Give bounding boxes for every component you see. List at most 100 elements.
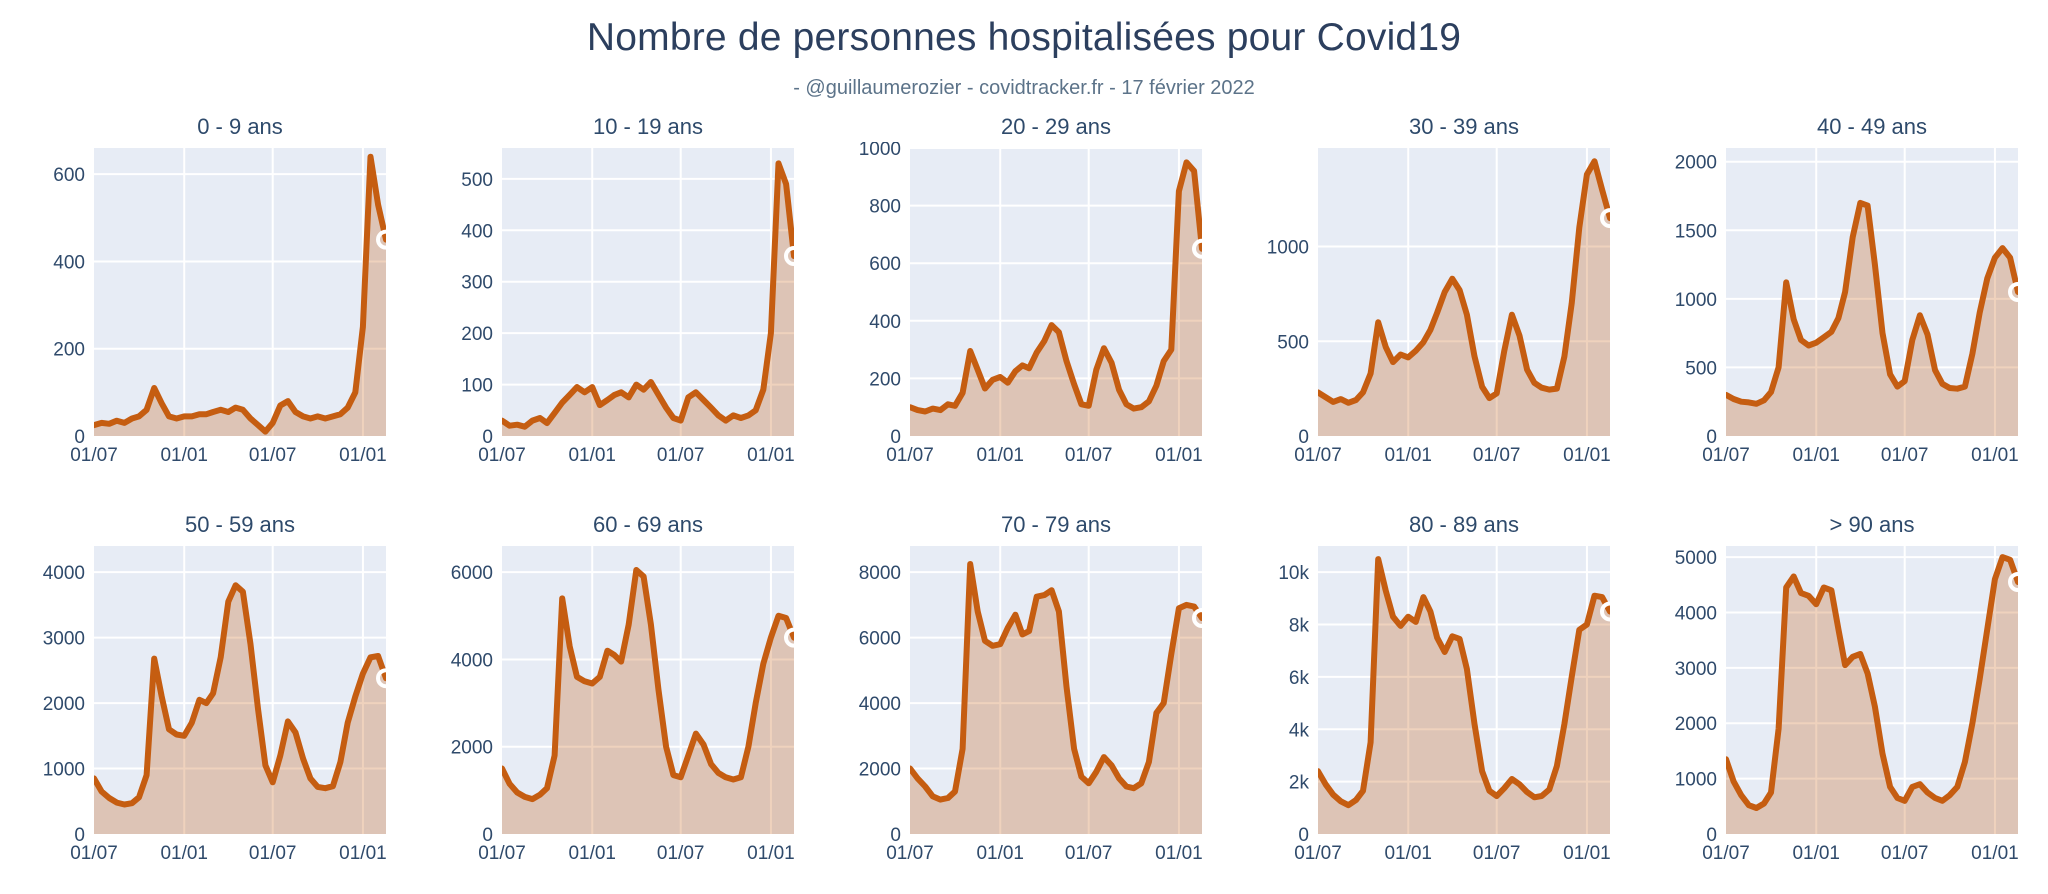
last-value-marker [1600,208,1610,229]
y-tick-label: 500 [461,170,493,191]
x-tick-label: 01/01 [747,843,795,864]
page-title: Nombre de personnes hospitalisées pour C… [586,16,1462,59]
x-tick-label: 01/07 [657,445,705,466]
chart-plot-area: 0 1000 2000 3000 4000 01/07 01/01 01/07 01/01 [43,546,387,864]
y-tick-label: 2000 [859,760,901,781]
y-tick-label: 3000 [1675,659,1717,680]
chart-header: Nombre de personnes hospitalisées pour C… [0,16,2048,100]
y-tick-label: 4000 [451,650,493,671]
y-tick-label: 1000 [859,142,901,160]
y-tick-label: 0 [1298,825,1309,846]
y-tick-label: 1000 [1675,770,1717,791]
last-value-marker [1600,601,1610,622]
chart-plot-area: 0 200 400 600 01/07 01/01 01/07 01/01 [53,148,387,466]
y-tick-label: 2000 [451,738,493,759]
x-tick-label: 01/07 [70,843,118,864]
y-tick-label: 400 [461,221,493,242]
last-value-marker [784,246,794,266]
x-tick-label: 01/07 [1881,843,1929,864]
chart-canvas: 0 500 1000 1500 2000 01/07 01/01 01/07 01/01 [1654,142,2026,470]
y-tick-label: 600 [53,165,85,186]
y-tick-label: 6000 [859,629,901,650]
x-tick-label: 01/07 [657,843,705,864]
x-tick-label: 01/01 [568,843,616,864]
y-tick-label: 800 [869,197,901,218]
last-value-marker [1192,238,1202,259]
x-tick-label: 01/01 [1155,843,1203,864]
subplot-title: 40 - 49 ans [1816,114,1928,139]
y-tick-label: 2000 [1675,714,1717,735]
x-tick-label: 01/07 [478,445,526,466]
y-tick-label: 0 [74,825,85,846]
chart-canvas: 0 200 400 600 01/07 01/01 01/07 01/01 [22,142,394,470]
x-tick-label: 01/01 [160,445,208,466]
chart-plot-area: 0 2000 4000 6000 8000 01/07 01/01 01/07 01/01 [859,546,1203,864]
chart-plot-area: 0 1000 2000 3000 4000 5000 01/07 01/01 01/07 01/0… [1675,546,2019,864]
chart-plot-area: 0 2k 4k 6k 8k 10k 01/07 01/01 01/07 01/01 [1278,546,1611,864]
subplot-title: 50 - 59 ans [184,512,296,537]
subplot-80-89-ans: 80 - 89 ans 0 2k 4k 6k 8k 10k 01/07 01/01 01/07 0… [1246,512,1618,868]
last-value-marker [376,668,386,689]
chart-plot-area: 0 500 1000 01/07 01/01 01/07 01/01 [1267,148,1611,466]
y-tick-label: 200 [461,324,493,345]
y-tick-label: 10k [1278,563,1309,584]
x-tick-label: 01/07 [1702,843,1750,864]
chart-canvas: 0 200 400 600 800 1000 01/07 01/01 01/07 01/01 [838,139,1210,470]
chart-canvas: 0 500 1000 01/07 01/01 01/07 01/01 [1246,142,1618,470]
x-tick-label: 01/07 [1065,445,1113,466]
y-tick-label: 4000 [1675,603,1717,624]
subplot-title: 30 - 39 ans [1408,114,1520,139]
subplot-50-59-ans: 50 - 59 ans 0 1000 2000 3000 4000 01/07 01/01 0… [22,512,394,868]
y-tick-label: 1000 [1267,238,1309,259]
x-tick-label: 01/07 [249,843,297,864]
chart-plot-area: 0 100 200 300 400 500 01/07 01/01 01/07 01/01 [461,148,795,466]
y-tick-label: 8k [1289,616,1310,637]
y-tick-label: 3000 [43,629,85,650]
x-tick-label: 01/01 [1384,445,1432,466]
x-tick-label: 01/01 [1155,445,1203,466]
chart-canvas: 0 1000 2000 3000 4000 01/07 01/01 01/07 01/01 [22,540,394,868]
subplot-70-79-ans: 70 - 79 ans 0 2000 4000 6000 8000 01/07 01/01 0… [838,512,1210,868]
subplot-grid: 0 - 9 ans 0 200 400 600 01/07 01/01 01/07 01/01… [0,114,2048,868]
x-tick-label: 01/07 [886,445,934,466]
subplot-20-29-ans: 20 - 29 ans 0 200 400 600 800 1000 01/07 01/01 0… [838,114,1210,470]
chart-canvas: 0 100 200 300 400 500 01/07 01/01 01/07 01/01 [430,142,802,470]
subplot-40-49-ans: 40 - 49 ans 0 500 1000 1500 2000 01/07 01/01 01… [1654,114,2026,470]
x-tick-label: 01/07 [1065,843,1113,864]
chart-canvas: 0 2000 4000 6000 01/07 01/01 01/07 01/01 [430,540,802,868]
chart-plot-area: 0 2000 4000 6000 01/07 01/01 01/07 01/01 [451,546,795,864]
x-tick-label: 01/01 [747,445,795,466]
y-tick-label: 500 [1685,358,1717,379]
y-tick-label: 2000 [1675,153,1717,174]
chart-canvas: 0 1000 2000 3000 4000 5000 01/07 01/01 01/07 01/0… [1654,540,2026,868]
subplot-title: > 90 ans [1829,512,1915,537]
subplot-10-19-ans: 10 - 19 ans 0 100 200 300 400 500 01/07 01/01 01… [430,114,802,470]
last-value-marker [1192,608,1202,628]
y-tick-label: 100 [461,376,493,397]
x-tick-label: 01/07 [478,843,526,864]
y-tick-label: 200 [53,340,85,361]
chart-canvas: 0 2000 4000 6000 8000 01/07 01/01 01/07 01/01 [838,540,1210,868]
subplot-90-plus-ans: > 90 ans 0 1000 2000 3000 4000 5000 01/07 01/01… [1654,512,2026,868]
x-tick-label: 01/01 [976,843,1024,864]
y-tick-label: 6k [1289,668,1310,689]
x-tick-label: 01/01 [1384,843,1432,864]
x-tick-label: 01/01 [339,445,387,466]
y-tick-label: 4000 [859,694,901,715]
last-value-marker [2008,282,2018,302]
y-tick-label: 2k [1289,773,1310,794]
subplot-title: 80 - 89 ans [1408,512,1520,537]
x-tick-label: 01/01 [976,445,1024,466]
subplot-title: 20 - 29 ans [1000,114,1112,139]
y-tick-label: 500 [1277,332,1309,353]
chart-plot-area: 0 200 400 600 800 1000 01/07 01/01 01/07 01/01 [859,139,1203,466]
y-tick-label: 400 [869,312,901,333]
y-tick-label: 8000 [859,563,901,584]
chart-subtitle: - @guillaumerozier - covidtracker.fr - 1… [793,77,1255,99]
x-tick-label: 01/07 [1473,843,1521,864]
subplot-30-39-ans: 30 - 39 ans 0 500 1000 01/07 01/01 01/07 01/01 [1246,114,1618,470]
y-tick-label: 0 [1298,427,1309,448]
y-tick-label: 1000 [43,760,85,781]
y-tick-label: 400 [53,252,85,273]
x-tick-label: 01/07 [1702,445,1750,466]
